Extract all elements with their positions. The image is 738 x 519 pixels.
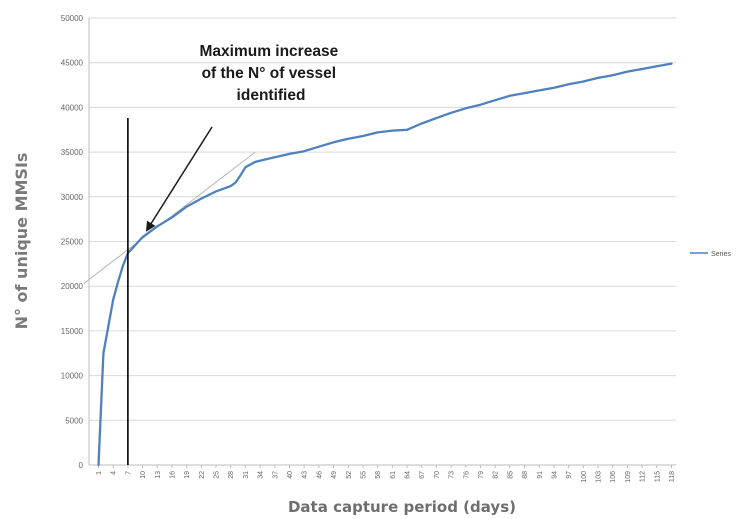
x-tick-label: 97 [566, 471, 573, 479]
annotation-line-3: identified [237, 87, 306, 104]
y-tick-label: 30000 [61, 193, 84, 202]
x-tick-label: 49 [331, 471, 338, 479]
annotation-arrow [145, 126, 213, 232]
x-tick-label: 106 [610, 471, 617, 483]
x-tick-label: 52 [346, 471, 353, 479]
y-tick-label: 0 [79, 461, 84, 470]
x-tick-label: 34 [258, 471, 265, 479]
y-tick-label: 5000 [65, 416, 83, 425]
x-tick-label: 70 [434, 471, 441, 479]
x-tick-label: 13 [155, 471, 162, 479]
annotation-line-2: of the N° of vessel [202, 65, 337, 82]
y-tick-label: 20000 [61, 282, 84, 291]
x-tick-label: 10 [140, 471, 147, 479]
x-tick-label: 22 [199, 471, 206, 479]
x-axis-label: Data capture period (days) [288, 498, 516, 516]
x-tick-label: 88 [522, 471, 529, 479]
x-tick-label: 46 [316, 471, 323, 479]
x-tick-label: 109 [625, 471, 632, 483]
x-tick-label: 1 [96, 471, 103, 475]
x-tick-label: 37 [272, 471, 279, 479]
y-tick-label: 15000 [61, 327, 84, 336]
x-tick-label: 40 [287, 471, 294, 479]
x-tick-label: 103 [596, 471, 603, 483]
x-tick-label: 76 [463, 471, 470, 479]
x-tick-label: 85 [507, 471, 514, 479]
y-tick-label: 40000 [61, 103, 84, 112]
x-tick-label: 94 [551, 471, 558, 479]
x-tick-label: 73 [449, 471, 456, 479]
x-tick-label: 31 [243, 471, 250, 479]
x-tick-label: 112 [640, 471, 647, 482]
x-tick-label: 79 [478, 471, 485, 479]
legend: Series [690, 251, 731, 258]
x-tick-label: 67 [419, 471, 426, 479]
annotation-line-1: Maximum increase [199, 43, 338, 60]
y-tick-label: 45000 [61, 59, 84, 68]
y-tick-label: 25000 [61, 238, 84, 247]
x-tick-label: 28 [228, 471, 235, 479]
annotation-text: Maximum increase of the N° of vessel ide… [199, 43, 342, 104]
x-tick-label: 7 [125, 471, 132, 475]
grid-lines [89, 17, 676, 421]
x-tick-label: 43 [302, 471, 309, 479]
x-tick-label: 118 [669, 471, 676, 482]
x-axis-ticks: 1 4 7 10 13 16 19 22 25 28 31 34 37 40 43 46 49 52 55 58 61 6… [96, 465, 676, 483]
y-tick-label: 50000 [61, 14, 84, 23]
x-tick-label: 82 [493, 471, 500, 479]
y-tick-label: 10000 [61, 372, 84, 381]
y-tick-label: 35000 [61, 148, 84, 157]
x-tick-label: 25 [214, 471, 221, 479]
x-tick-label: 16 [169, 471, 176, 479]
series-line [97, 62, 673, 467]
legend-label: Series [711, 251, 731, 258]
x-tick-label: 100 [581, 471, 588, 483]
x-tick-label: 61 [390, 471, 397, 479]
x-tick-label: 55 [360, 471, 367, 479]
x-tick-label: 4 [111, 471, 118, 475]
x-tick-label: 64 [405, 471, 412, 479]
x-tick-label: 115 [654, 471, 661, 482]
x-tick-label: 58 [375, 471, 382, 479]
y-axis-label: N° of unique MMSIs [12, 153, 31, 330]
y-axis-ticks: 0 5000 10000 15000 20000 25000 30000 35000 40000… [61, 14, 84, 470]
x-tick-label: 19 [184, 471, 191, 479]
x-tick-label: 91 [537, 471, 544, 479]
